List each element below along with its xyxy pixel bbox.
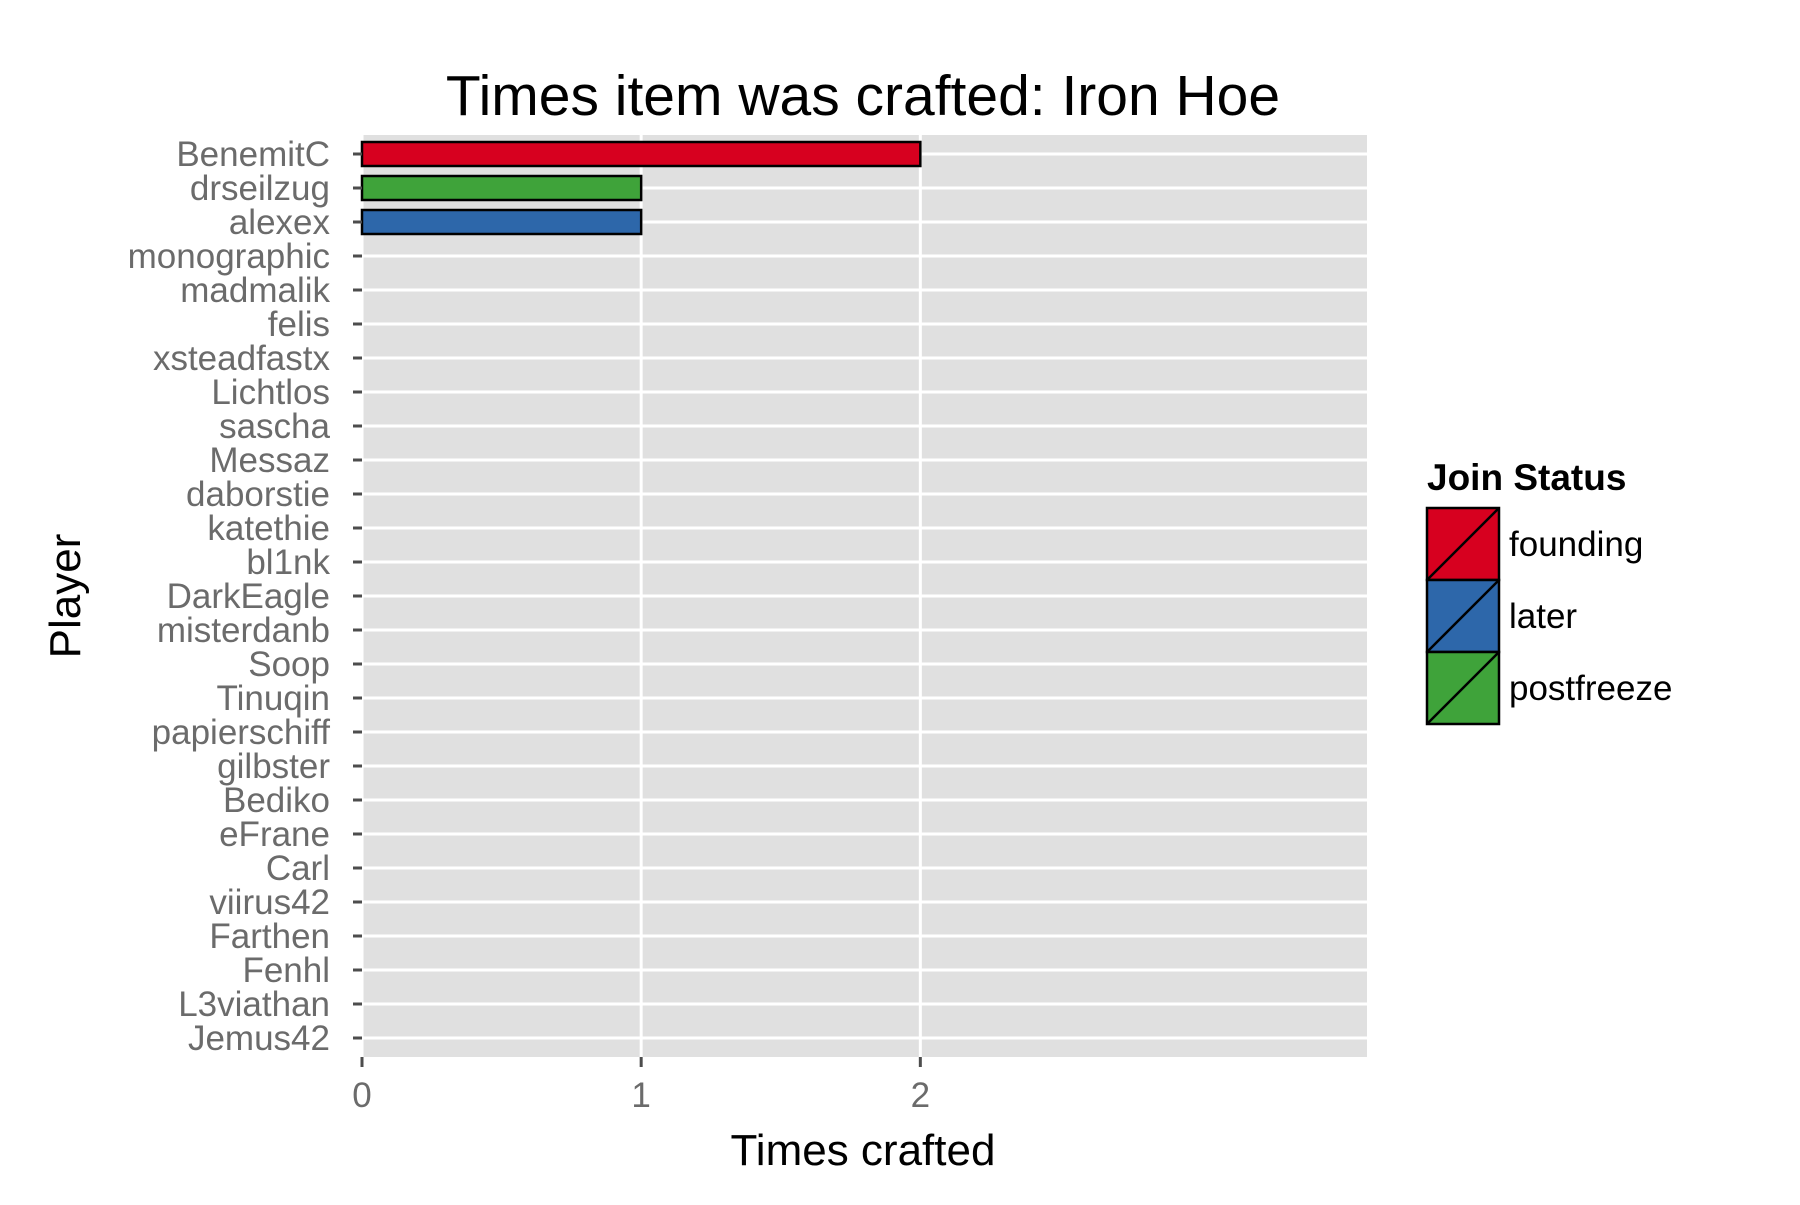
bar-alexex: [360, 208, 643, 236]
y-tick-label: bl1nk: [246, 543, 330, 582]
x-tick-label: 1: [631, 1076, 650, 1115]
grid-lines: [360, 135, 1367, 1057]
legend-label: postfreeze: [1509, 669, 1672, 708]
legend-items: founding later postfreeze: [1425, 506, 1672, 726]
y-tick-label: Soop: [248, 645, 330, 684]
y-axis-title: Player: [41, 534, 90, 659]
legend-key-slash: [1426, 579, 1500, 653]
legend-title: Join Status: [1427, 457, 1626, 498]
y-tick-label: DarkEagle: [167, 577, 330, 616]
y-tick-label: viirus42: [209, 883, 330, 922]
legend-item-later: later: [1425, 578, 1577, 654]
y-tick-label: BenemitC: [176, 135, 330, 174]
y-tick-label: Jemus42: [188, 1019, 330, 1058]
y-tick-label: daborstie: [186, 475, 330, 514]
legend-key-slash: [1426, 507, 1500, 581]
x-tick-label: 2: [911, 1076, 930, 1115]
y-tick-label: Bediko: [223, 781, 330, 820]
x-tick-label: 0: [352, 1076, 371, 1115]
x-axis-title: Times crafted: [731, 1126, 996, 1175]
y-tick-label: papierschiff: [152, 713, 331, 752]
y-tick-label: Farthen: [209, 917, 330, 956]
y-tick-label: alexex: [229, 203, 331, 242]
legend-item-founding: founding: [1425, 506, 1643, 582]
bar-BenemitC: [360, 140, 922, 168]
y-tick-label: xsteadfastx: [153, 339, 331, 378]
y-axis: BenemitCdrseilzugalexexmonographicmadmal…: [128, 135, 362, 1058]
y-tick-label: Fenhl: [242, 951, 330, 990]
x-axis: 0 1 2: [352, 1057, 930, 1115]
bar-drseilzug: [360, 174, 643, 202]
legend-item-postfreeze: postfreeze: [1425, 650, 1672, 726]
y-tick-label: monographic: [128, 237, 330, 276]
y-tick-label: L3viathan: [178, 985, 330, 1024]
legend-label: founding: [1509, 525, 1643, 564]
chart-title: Times item was crafted: Iron Hoe: [446, 64, 1280, 128]
y-tick-label: madmalik: [180, 271, 330, 310]
bars: [360, 140, 922, 236]
y-tick-label: Tinuqin: [217, 679, 331, 718]
y-tick-label: katethie: [207, 509, 330, 548]
legend-key-slash: [1426, 651, 1500, 725]
legend-label: later: [1509, 597, 1577, 636]
y-tick-label: gilbster: [217, 747, 330, 786]
y-tick-label: Messaz: [209, 441, 330, 480]
y-tick-label: drseilzug: [190, 169, 330, 208]
y-tick-label: Carl: [266, 849, 330, 888]
y-tick-label: eFrane: [219, 815, 330, 854]
legend: Join Status founding later postfreeze: [1425, 457, 1672, 726]
y-tick-label: felis: [268, 305, 330, 344]
y-tick-label: Lichtlos: [211, 373, 330, 412]
y-tick-label: misterdanb: [157, 611, 330, 650]
y-tick-label: sascha: [219, 407, 330, 446]
